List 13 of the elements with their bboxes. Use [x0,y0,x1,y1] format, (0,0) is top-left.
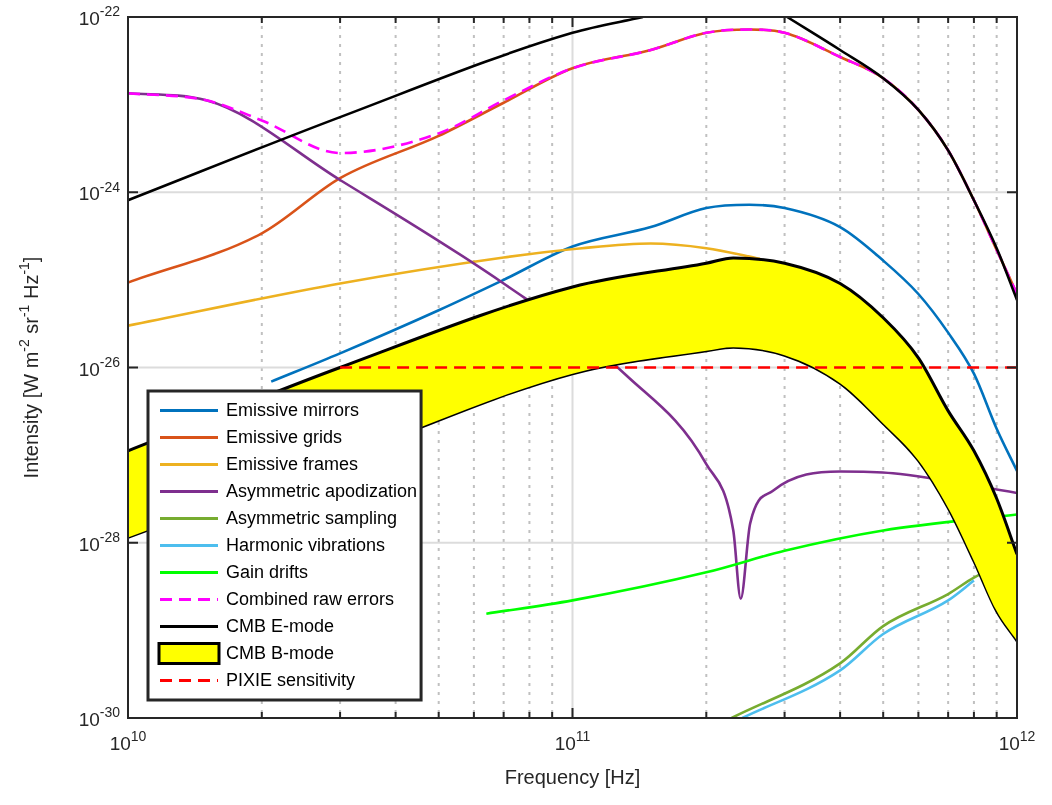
y-axis-title: Intensity [W m-2 sr-1 Hz-1] [16,256,42,479]
legend-label: Harmonic vibrations [226,535,386,556]
legend-label: Emissive frames [226,454,359,475]
legend-label: Asymmetric apodization [226,481,418,502]
legend-label: CMB B-mode [226,643,335,664]
legend-label: Combined raw errors [226,589,395,610]
legend-label: PIXIE sensitivity [226,670,356,691]
legend-label: Gain drifts [226,562,309,583]
legend-label: Emissive grids [226,427,343,448]
legend-label: Emissive mirrors [226,400,359,421]
x-axis-title: Frequency [Hz] [504,766,641,788]
legend-label: Asymmetric sampling [226,508,398,529]
legend-label: CMB E-mode [226,616,335,637]
